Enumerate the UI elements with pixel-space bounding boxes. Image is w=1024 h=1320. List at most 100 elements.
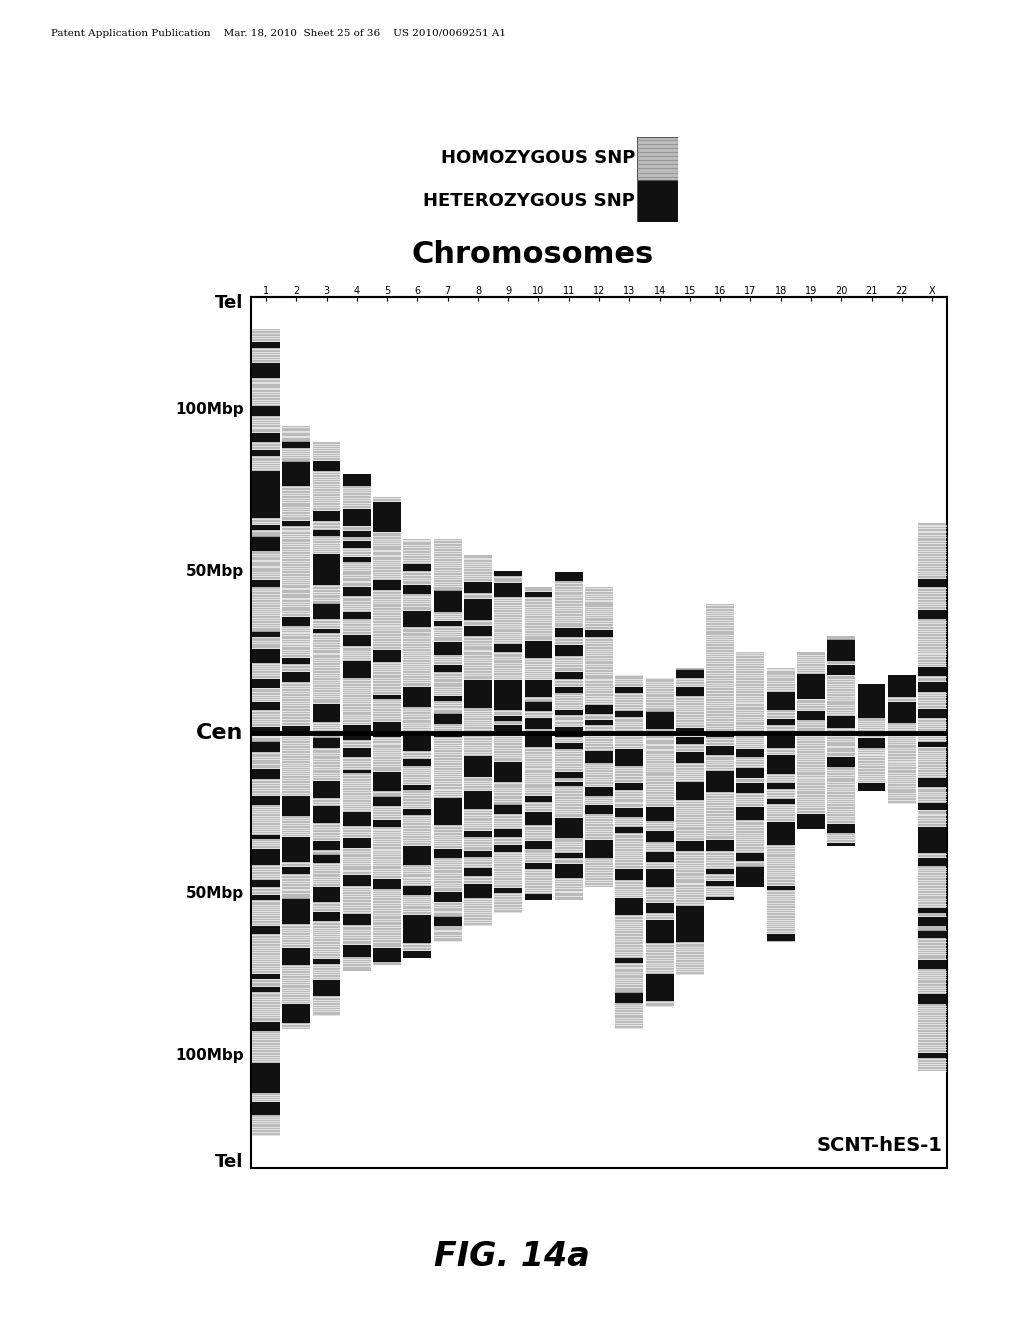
Bar — [676, 752, 703, 763]
Bar — [827, 733, 855, 741]
Bar — [252, 631, 280, 636]
Bar — [343, 817, 371, 826]
Bar — [524, 616, 552, 626]
Bar — [373, 927, 401, 933]
Bar — [312, 681, 341, 688]
Bar — [495, 606, 522, 612]
Bar — [676, 763, 703, 771]
Bar — [343, 504, 371, 510]
Bar — [495, 644, 522, 652]
Bar — [919, 619, 946, 627]
Bar — [252, 993, 280, 998]
Bar — [403, 846, 431, 857]
Bar — [283, 789, 310, 796]
Bar — [707, 783, 734, 792]
Bar — [919, 676, 946, 682]
Bar — [495, 572, 522, 577]
Bar — [495, 788, 522, 796]
Bar — [283, 594, 310, 598]
Bar — [343, 748, 371, 756]
Bar — [464, 636, 492, 644]
Bar — [736, 710, 764, 721]
Bar — [283, 957, 310, 965]
Bar — [767, 906, 795, 916]
Bar — [464, 850, 492, 857]
Bar — [797, 824, 825, 829]
Bar — [585, 680, 613, 684]
Bar — [343, 833, 371, 838]
Bar — [615, 767, 643, 775]
Bar — [312, 640, 341, 648]
Bar — [919, 525, 946, 532]
Bar — [312, 887, 341, 892]
Bar — [403, 814, 431, 824]
Bar — [555, 680, 583, 688]
Bar — [707, 817, 734, 825]
Bar — [283, 733, 310, 737]
Bar — [283, 672, 310, 682]
Bar — [403, 660, 431, 672]
Bar — [495, 620, 522, 627]
Bar — [888, 689, 915, 697]
Bar — [464, 762, 492, 770]
Bar — [252, 1077, 280, 1088]
Bar — [252, 768, 280, 779]
Bar — [676, 825, 703, 832]
Bar — [555, 842, 583, 853]
Bar — [555, 863, 583, 869]
Bar — [646, 698, 674, 706]
Bar — [464, 809, 492, 816]
Bar — [434, 879, 462, 886]
Bar — [283, 461, 310, 471]
Bar — [312, 529, 341, 536]
Bar — [524, 788, 552, 796]
Bar — [343, 496, 371, 504]
Bar — [312, 614, 341, 619]
Bar — [555, 581, 583, 590]
Bar — [767, 676, 795, 682]
Bar — [252, 499, 280, 507]
Bar — [434, 906, 462, 912]
Bar — [888, 675, 915, 678]
Bar — [676, 713, 703, 721]
Bar — [312, 841, 341, 850]
Bar — [827, 665, 855, 675]
Bar — [252, 787, 280, 796]
Text: 100Mbp: 100Mbp — [175, 1048, 244, 1063]
Bar — [707, 738, 734, 746]
Bar — [707, 886, 734, 896]
Bar — [312, 585, 341, 594]
Bar — [736, 814, 764, 820]
Bar — [767, 710, 795, 719]
Bar — [524, 723, 552, 729]
Bar — [343, 710, 371, 715]
Bar — [464, 845, 492, 850]
Bar — [707, 653, 734, 661]
Bar — [252, 933, 280, 944]
Bar — [312, 1010, 341, 1016]
Bar — [646, 711, 674, 722]
Bar — [919, 536, 946, 543]
Bar — [373, 879, 401, 890]
Bar — [524, 669, 552, 680]
Bar — [707, 700, 734, 709]
Bar — [252, 579, 280, 587]
Bar — [919, 667, 946, 672]
Bar — [646, 913, 674, 920]
Bar — [434, 709, 462, 713]
Bar — [403, 767, 431, 776]
Bar — [283, 486, 310, 494]
Bar — [919, 1059, 946, 1065]
Bar — [524, 697, 552, 701]
Bar — [495, 664, 522, 673]
Bar — [919, 814, 946, 820]
Bar — [646, 869, 674, 878]
Bar — [312, 624, 341, 628]
Bar — [495, 710, 522, 715]
Bar — [312, 754, 341, 760]
Bar — [524, 733, 552, 741]
Bar — [888, 801, 915, 804]
Bar — [283, 475, 310, 486]
Bar — [283, 507, 310, 515]
Bar — [252, 587, 280, 595]
